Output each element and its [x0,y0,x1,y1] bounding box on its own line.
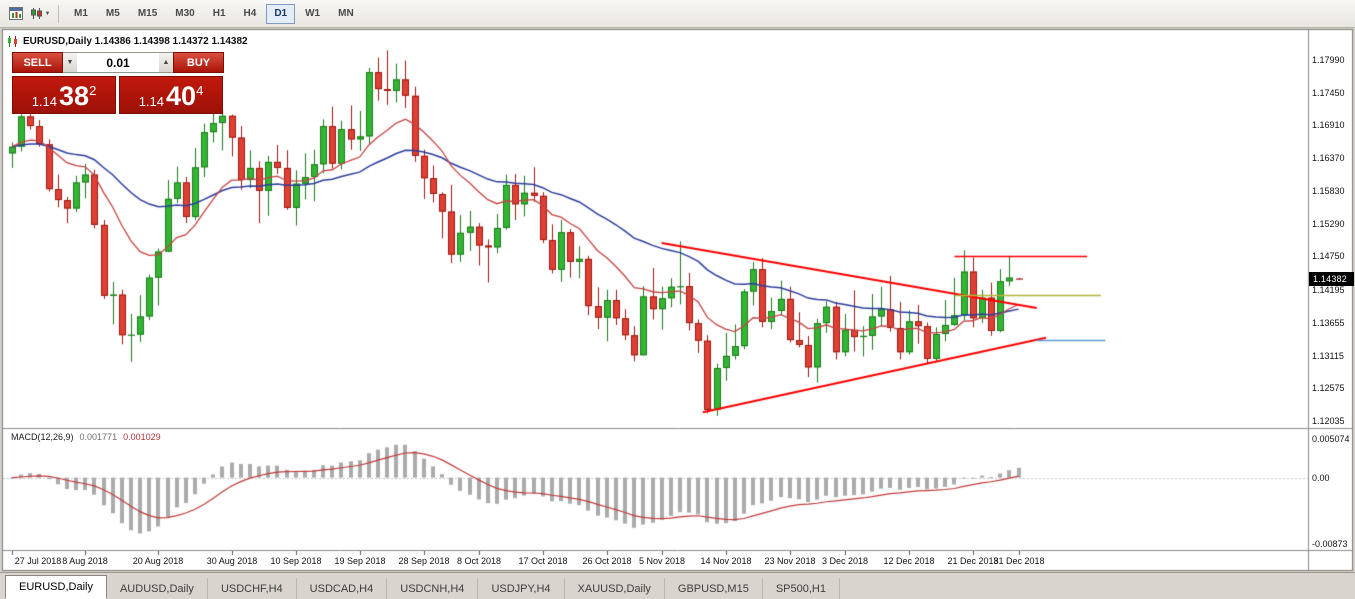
order-controls-row: SELL ▼ 0.01 ▲ BUY [12,52,224,73]
timeframe-w1-button[interactable]: W1 [297,4,328,24]
chart-tab-gbpusd-m15[interactable]: GBPUSD,M15 [665,578,763,599]
lot-decrease-button[interactable]: ▼ [63,52,77,73]
chart-tab-sp500-h1[interactable]: SP500,H1 [763,578,840,599]
one-click-trading-panel: SELL ▼ 0.01 ▲ BUY 1.14 38 2 1.14 40 4 [12,52,224,114]
chart-title: EURUSD,Daily 1.14386 1.14398 1.14372 1.1… [23,36,248,47]
quote-tiles-row: 1.14 38 2 1.14 40 4 [12,76,224,114]
macd-main-value: 0.001771 [79,432,118,442]
chart-tab-usdcad-h4[interactable]: USDCAD,H4 [297,578,388,599]
chart-window-glyph [9,7,23,20]
chart-tab-eurusd-daily[interactable]: EURUSD,Daily [5,575,107,599]
sell-price-point: 2 [89,83,97,98]
sell-price-pips: 38 [59,81,90,111]
timeframe-m1-button[interactable]: M1 [66,4,96,24]
timeframe-h4-button[interactable]: H4 [236,4,265,24]
macd-label: MACD(12,26,9) [11,432,74,442]
timeframe-m5-button[interactable]: M5 [98,4,128,24]
buy-button[interactable]: BUY [173,52,224,73]
chart-tab-usdcnh-h4[interactable]: USDCNH,H4 [387,578,479,599]
sell-button[interactable]: SELL [12,52,63,73]
timeframe-m30-button[interactable]: M30 [167,4,202,24]
timeframe-mn-button[interactable]: MN [330,4,362,24]
chart-window-icon[interactable] [4,3,28,25]
buy-price-pips: 40 [166,81,197,111]
lot-increase-button[interactable]: ▲ [159,52,173,73]
macd-signal-value: 0.001029 [123,432,161,442]
buy-price-point: 4 [196,83,204,98]
current-price-box: 1.14382 [1309,272,1354,286]
lot-size-field[interactable]: 0.01 [77,52,159,73]
timeframe-h1-button[interactable]: H1 [205,4,234,24]
timeframe-m15-button[interactable]: M15 [130,4,165,24]
buy-price-tile[interactable]: 1.14 40 4 [119,76,223,114]
chart-tabs-bar: EURUSD,Daily AUDUSD,Daily USDCHF,H4 USDC… [0,572,1355,599]
dropdown-caret-icon: ▼ [44,10,51,17]
chart-tab-audusd-daily[interactable]: AUDUSD,Daily [107,578,208,599]
macd-indicator-label-row: MACD(12,26,9) 0.001771 0.001029 [11,432,161,442]
chart-tab-usdchf-h4[interactable]: USDCHF,H4 [208,578,297,599]
candlestick-chart-icon [8,36,17,47]
buy-price-prefix: 1.14 [138,94,165,109]
chart-tab-usdjpy-h4[interactable]: USDJPY,H4 [478,578,565,599]
timeframe-d1-button[interactable]: D1 [266,3,296,24]
chart-tab-xauusd-daily[interactable]: XAUUSD,Daily [565,578,665,599]
candlestick-glyph [30,8,42,19]
sell-price-tile[interactable]: 1.14 38 2 [12,76,116,114]
toolbar-separator [58,4,59,23]
sell-price-prefix: 1.14 [31,94,58,109]
chart-type-dropdown-icon[interactable]: ▼ [28,3,52,25]
chart-title-row: EURUSD,Daily 1.14386 1.14398 1.14372 1.1… [7,36,248,47]
timeframes-toolbar: ▼ M1 M5 M15 M30 H1 H4 D1 W1 MN [0,0,1355,28]
